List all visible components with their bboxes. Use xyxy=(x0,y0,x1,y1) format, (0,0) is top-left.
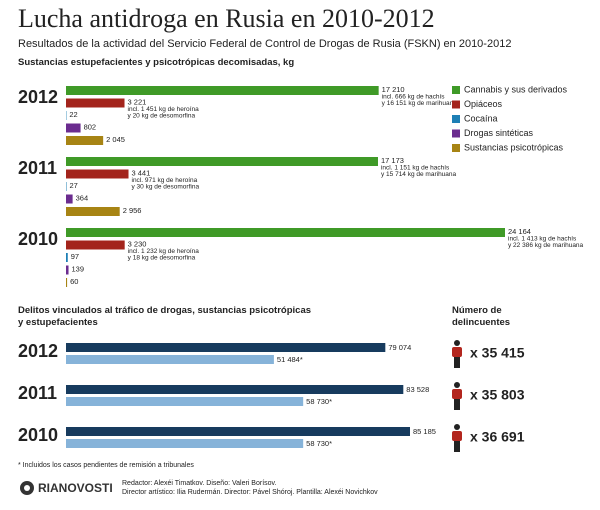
person-body xyxy=(452,389,462,399)
value-label: 79 074 xyxy=(388,343,411,352)
year-label: 2010 xyxy=(18,229,58,249)
bar-note: y 15 714 kg de marihuana xyxy=(381,171,457,178)
person-legs xyxy=(454,357,460,368)
value-label: 58 730* xyxy=(306,397,332,406)
bar xyxy=(66,427,410,436)
bar-note: incl. 1 413 kg de hachís xyxy=(508,236,577,243)
person-head xyxy=(454,340,460,346)
legend-label: Cocaína xyxy=(464,113,498,123)
legend-label: Opiáceos xyxy=(464,99,503,109)
year-label: 2011 xyxy=(18,383,57,403)
bar xyxy=(66,265,69,275)
value-label: 83 528 xyxy=(406,385,429,394)
chart-title: Sustancias estupefacientes y psicotrópic… xyxy=(18,57,295,68)
bar xyxy=(66,136,104,145)
subtitle: Resultados de la actividad del Servicio … xyxy=(18,38,512,50)
legend-swatch xyxy=(452,144,460,152)
bar xyxy=(66,194,73,204)
legend-swatch xyxy=(452,86,460,94)
bar xyxy=(66,397,304,406)
person-icon xyxy=(452,382,462,410)
offenders-label: x 35 803 xyxy=(470,387,525,403)
bar-note: y 20 kg de desomorfina xyxy=(128,113,196,120)
bar xyxy=(66,385,404,394)
legend-label: Drogas sintéticas xyxy=(464,128,534,138)
bar xyxy=(66,98,125,108)
bar xyxy=(66,278,68,287)
value-label: 60 xyxy=(70,277,78,286)
bar-note: incl. 971 kg de heroína xyxy=(132,177,198,184)
credits: Redactor: Alexéi Timatkov. Diseño: Valer… xyxy=(122,480,277,487)
bar-note: y 18 kg de desomorfina xyxy=(128,255,196,262)
offenders-title: Número de delincuentes xyxy=(452,305,511,328)
value-label: 2 045 xyxy=(106,135,125,144)
value-label: 2 956 xyxy=(123,206,142,215)
bar xyxy=(66,240,125,250)
bar xyxy=(66,253,68,262)
person-head xyxy=(454,424,460,430)
offenders-label: x 35 415 xyxy=(470,345,525,361)
value-label: 27 xyxy=(69,181,77,190)
legend-label: Cannabis y sus derivados xyxy=(464,84,568,94)
value-label: 802 xyxy=(84,122,97,131)
bar xyxy=(66,355,274,364)
person-body xyxy=(452,431,462,441)
value-label: 3 441 xyxy=(132,168,151,177)
person-head xyxy=(454,382,460,388)
person-legs xyxy=(454,399,460,410)
bar-note: incl. 1 451 kg de heroína xyxy=(128,106,200,113)
title: Lucha antidroga en Rusia en 2010-2012 xyxy=(18,4,435,33)
value-label: 85 185 xyxy=(413,427,436,436)
person-icon xyxy=(452,424,462,452)
year-label: 2012 xyxy=(18,87,58,107)
footnote: * Incluidos los casos pendientes de remi… xyxy=(18,462,194,469)
legend-label: Sustancias psicotrópicas xyxy=(464,142,564,152)
logo: RIANOVOSTI xyxy=(38,481,113,495)
bar-note: y 30 kg de desomorfina xyxy=(132,184,200,191)
offenders-label: x 36 691 xyxy=(470,429,525,445)
bar-note: y 22 386 kg de marihuana xyxy=(508,242,584,249)
value-label: 364 xyxy=(76,193,89,202)
value-label: 24 164 xyxy=(508,227,531,236)
bar-note: incl. 1 151 kg de hachís xyxy=(381,165,450,172)
year-label: 2011 xyxy=(18,158,57,178)
value-label: 139 xyxy=(72,264,85,273)
person-icon xyxy=(452,340,462,368)
value-label: 3 230 xyxy=(128,239,147,248)
legend-swatch xyxy=(452,100,460,109)
chart-title: Delitos vinculados al tráfico de drogas,… xyxy=(18,305,312,328)
person-legs xyxy=(454,441,460,452)
logo-icon xyxy=(24,485,30,491)
bar xyxy=(66,439,304,448)
bar xyxy=(66,343,386,352)
bar xyxy=(66,123,81,133)
value-label: 58 730* xyxy=(306,439,332,448)
legend-swatch xyxy=(452,115,460,123)
bar-note: incl. 1 232 kg de heroína xyxy=(128,248,200,255)
bar xyxy=(66,169,129,179)
value-label: 97 xyxy=(71,252,79,261)
year-label: 2010 xyxy=(18,425,58,445)
bar xyxy=(66,228,505,237)
value-label: 3 221 xyxy=(128,97,147,106)
bar-note: y 16 151 kg de marihuana xyxy=(382,100,458,107)
value-label: 51 484* xyxy=(277,355,303,364)
value-label: 17 173 xyxy=(381,156,404,165)
credits: Director artístico: Ilia Rudermán. Direc… xyxy=(122,489,378,496)
value-label: 22 xyxy=(69,110,77,119)
value-label: 17 210 xyxy=(382,85,405,94)
legend-swatch xyxy=(452,129,460,138)
bar-note: incl. 666 kg de hachís xyxy=(382,94,446,101)
person-body xyxy=(452,347,462,357)
bar xyxy=(66,157,378,166)
bar xyxy=(66,86,379,95)
bar xyxy=(66,207,120,216)
year-label: 2012 xyxy=(18,341,58,361)
